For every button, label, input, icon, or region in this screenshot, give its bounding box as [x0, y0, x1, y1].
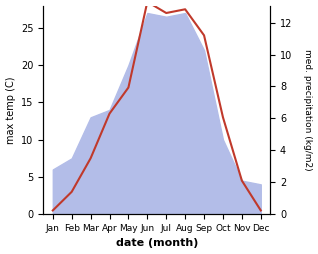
Y-axis label: max temp (C): max temp (C) — [5, 76, 16, 144]
X-axis label: date (month): date (month) — [116, 239, 198, 248]
Y-axis label: med. precipitation (kg/m2): med. precipitation (kg/m2) — [303, 49, 313, 171]
